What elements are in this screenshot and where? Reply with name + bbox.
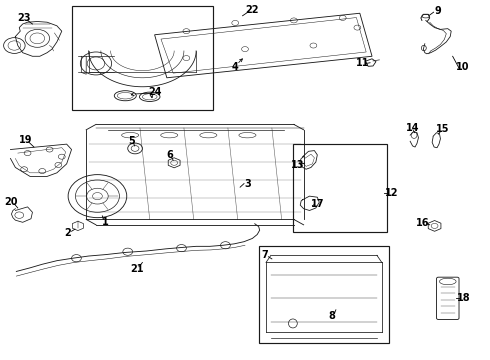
Text: 23: 23: [18, 13, 31, 23]
Text: 9: 9: [435, 6, 441, 17]
Text: 17: 17: [311, 199, 324, 210]
Bar: [293, 144, 387, 232]
Text: 3: 3: [244, 179, 251, 189]
Text: 11: 11: [356, 58, 369, 68]
Text: 22: 22: [245, 5, 259, 15]
Text: 12: 12: [385, 188, 398, 198]
Text: 4: 4: [232, 62, 239, 72]
Text: 21: 21: [130, 264, 143, 274]
Text: 2: 2: [65, 228, 72, 238]
Text: 10: 10: [456, 62, 469, 72]
Text: 15: 15: [436, 124, 450, 134]
Text: 5: 5: [128, 136, 135, 145]
Text: 16: 16: [416, 218, 429, 228]
Text: 13: 13: [291, 159, 304, 170]
Text: 19: 19: [19, 135, 33, 145]
Text: 24: 24: [148, 87, 161, 97]
Text: 20: 20: [5, 197, 18, 207]
Bar: [72, 6, 213, 110]
Text: 6: 6: [166, 150, 172, 160]
Text: 7: 7: [261, 250, 268, 260]
Text: 14: 14: [406, 123, 419, 133]
Text: 18: 18: [457, 293, 471, 303]
Text: 8: 8: [328, 311, 336, 320]
Text: 1: 1: [102, 217, 109, 227]
Bar: [259, 246, 389, 343]
